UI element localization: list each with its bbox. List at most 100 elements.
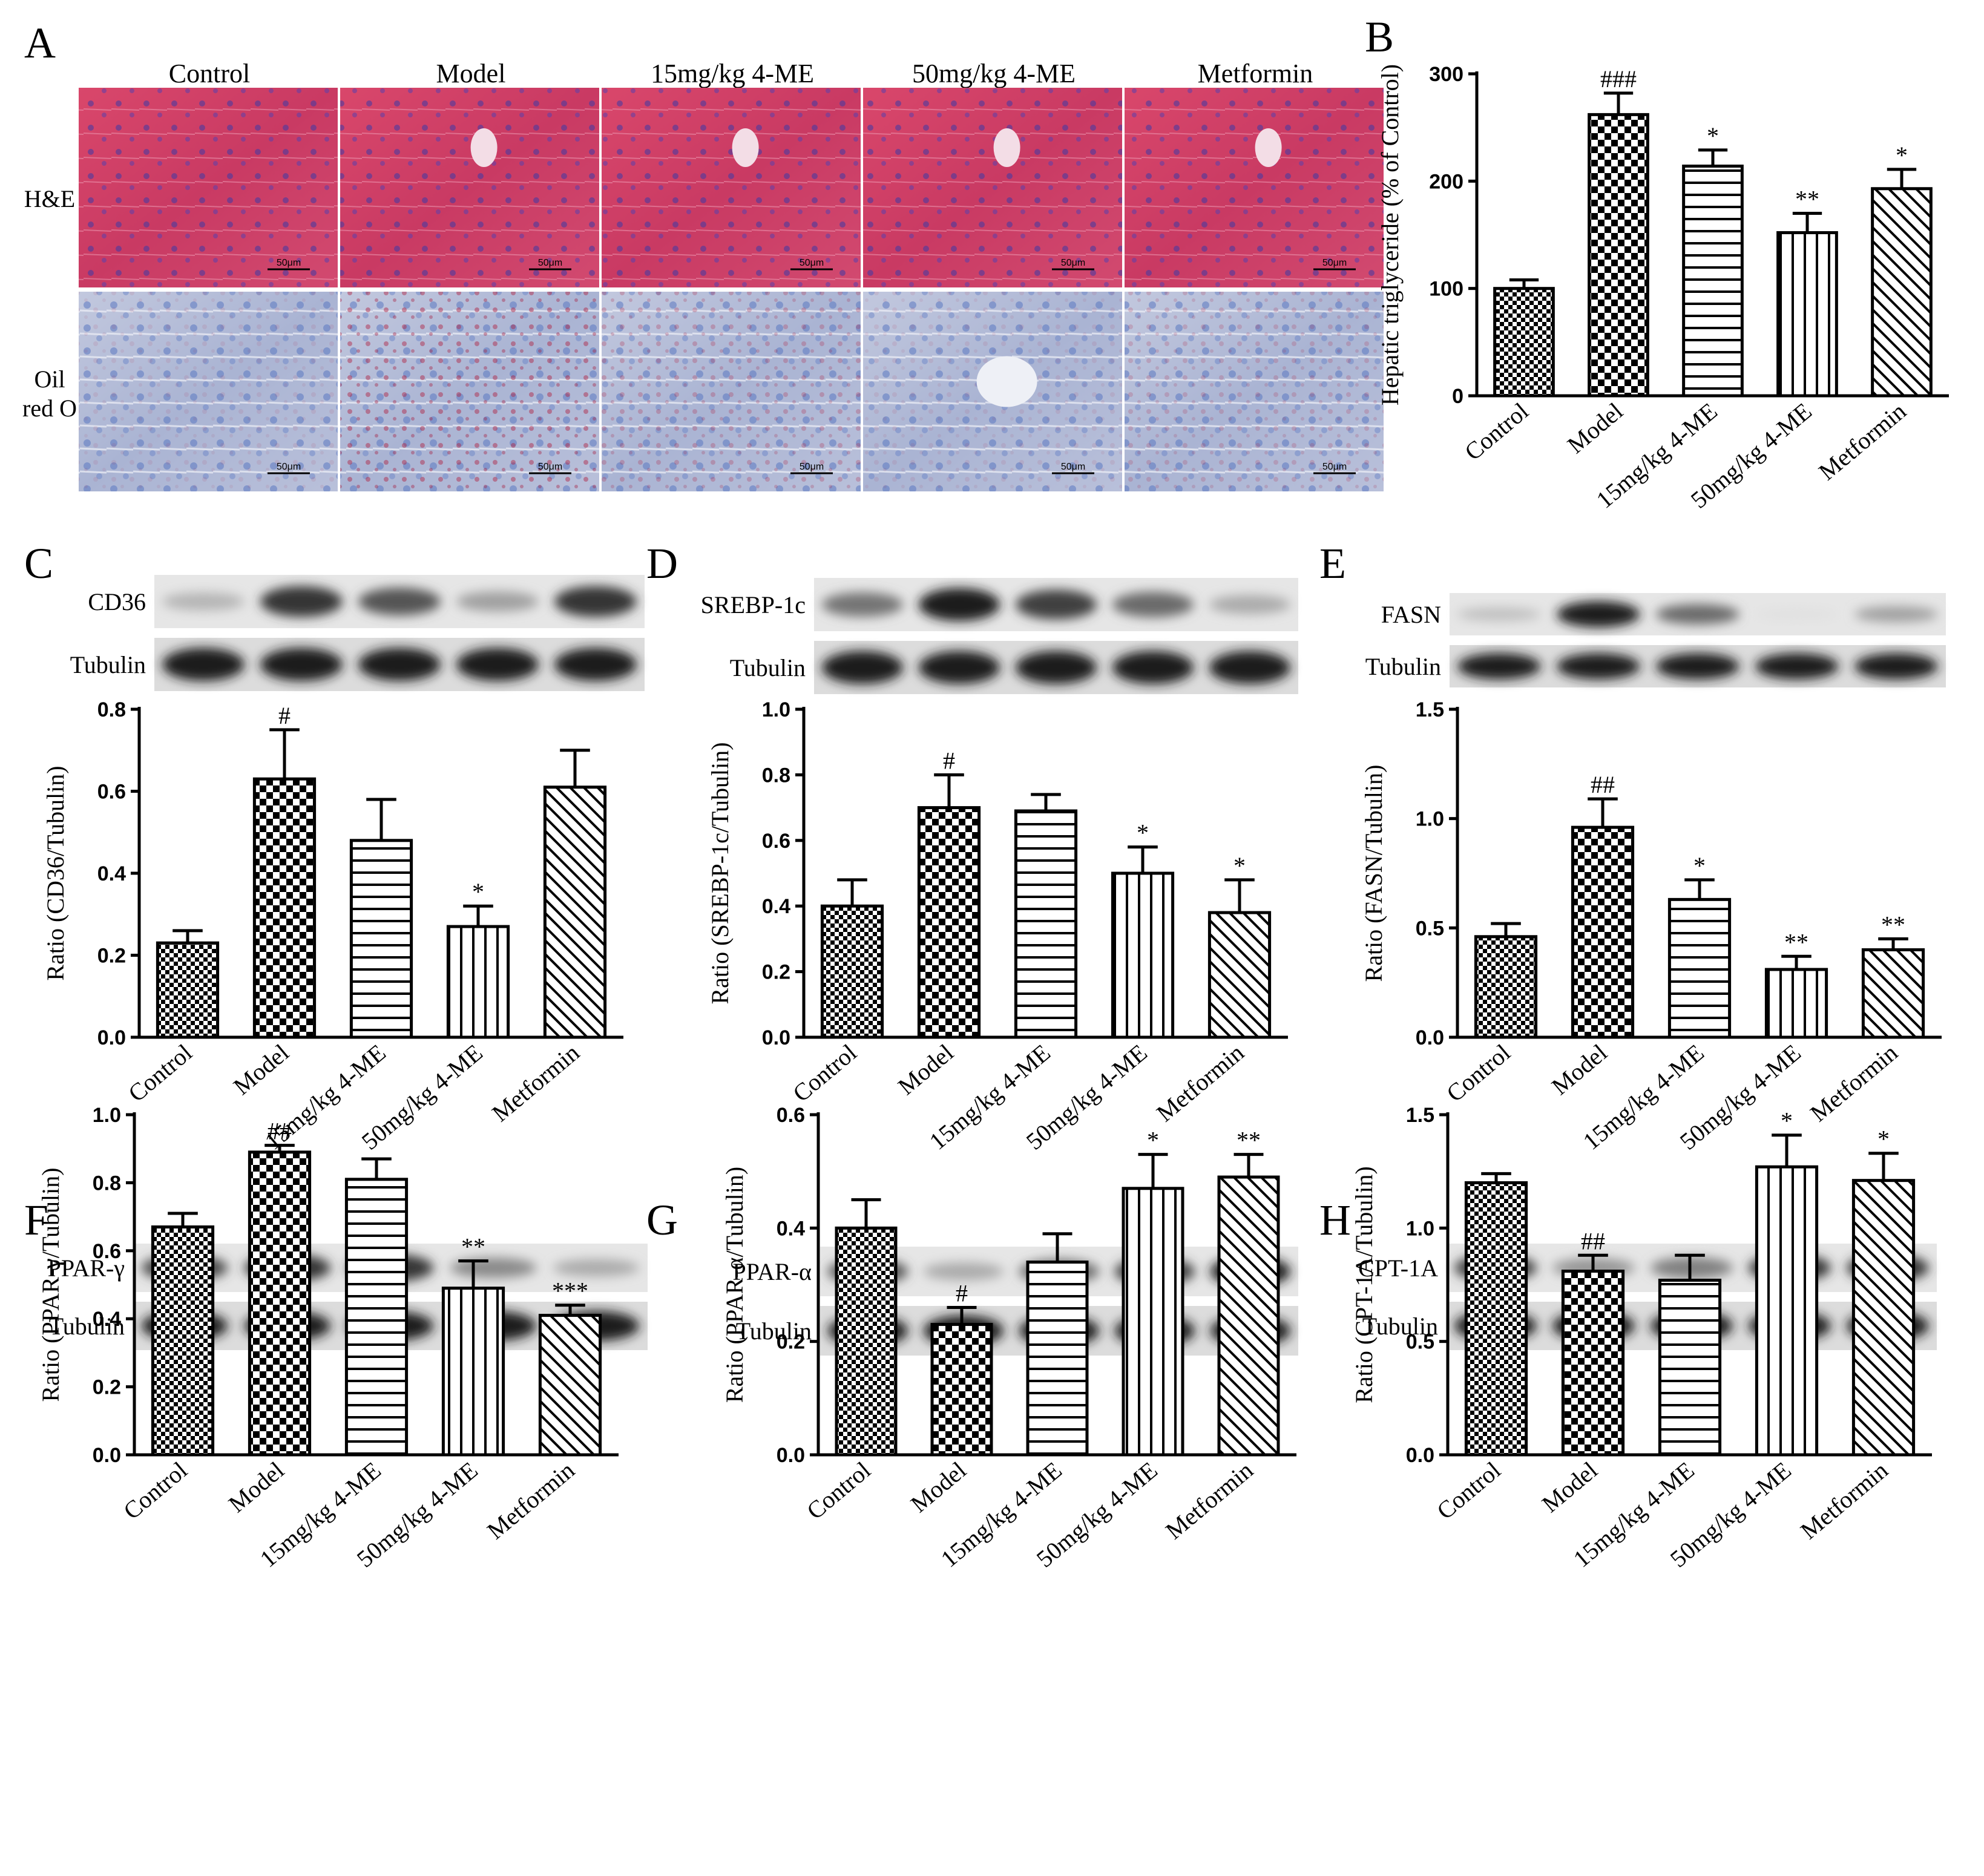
scale-bar-label: 50μm [800,462,824,472]
histology-column-label: Control [169,59,250,88]
bar-model [1588,113,1649,398]
he-micrograph: 50μm [1125,88,1384,287]
y-tick-label: 300 [1429,63,1463,86]
significance-marker: ## [1591,771,1615,798]
oil-red-o-micrograph: 50μm [79,292,338,491]
bar-50mg-kg-4-me [446,925,510,1039]
blot-band [260,586,343,617]
blot-band [918,651,1000,684]
y-axis-label: Ratio (PPAR-α/Tubulin) [721,1167,748,1403]
blot-band [821,592,904,617]
bar-50mg-kg-4-me [1776,231,1838,398]
bar-control [1474,935,1538,1039]
y-axis-label: Hepatic triglyceride (% of Control) [1376,64,1404,405]
significance-marker: ** [1795,186,1819,213]
y-tick-label: 1.0 [1406,1217,1434,1240]
significance-marker: ** [1784,928,1808,956]
x-tick-label: Metformin [1805,1038,1903,1127]
blot-target-label: CPT-1A [1358,1254,1438,1282]
y-tick-label: 0.6 [762,830,790,853]
significance-marker: *** [552,1277,588,1305]
significance-marker: * [1147,1127,1159,1154]
x-tick-label: Metformin [1151,1038,1249,1127]
bar-15mg-kg-4-me [1682,165,1744,398]
x-tick-label: Model [1537,1456,1603,1518]
y-tick-label: 0.5 [1416,917,1444,940]
blot-target-label: PPAR-α [732,1258,812,1285]
he-micrograph: 50μm [340,88,599,287]
blot-band [821,651,904,684]
he-micrograph: 50μm [863,88,1122,287]
significance-marker: * [1707,122,1719,149]
x-tick-label: Model [893,1038,959,1100]
bar-metformin [1207,911,1272,1039]
panel-d: D SREBP-1c Tubulin 0.0 0.2 0.4 0.6 0.8 1.0 Ratio … [646,539,1298,1155]
blot-band [1755,608,1839,620]
significance-marker: ## [268,1118,292,1145]
y-tick-label: 1.0 [762,698,790,721]
x-tick-label: Metformin [1160,1456,1258,1544]
scale-bar-label: 50μm [538,462,562,472]
bar-metformin [1217,1175,1280,1457]
bar-model [252,777,317,1039]
y-tick-label: 0.5 [1406,1331,1434,1354]
panel-e: E FASN Tubulin 0.0 0.5 1.0 1.5 Ratio (FASN/Tubu… [1319,539,1946,1155]
blot-band [358,648,441,681]
blot-band [358,588,441,615]
y-tick-label: 0.4 [93,1308,121,1331]
bar-metformin [538,1314,602,1457]
x-tick-label: Control [1431,1456,1506,1524]
western-blot: CD36 Tubulin [70,575,645,691]
y-tick-label: 0.4 [762,895,790,918]
y-tick-label: 1.0 [93,1104,121,1127]
blot-loading-label: Tubulin [49,1313,125,1340]
western-blot: CPT-1A Tubulin [1358,1244,1937,1350]
bar-model [917,806,981,1039]
blot-band [553,1259,640,1277]
significance-marker: # [278,702,291,729]
x-tick-label: Model [905,1456,971,1518]
y-tick-label: 1.5 [1416,698,1444,721]
y-tick-label: 0.8 [762,764,790,787]
bar-control [820,904,884,1039]
blot-band [1557,601,1640,628]
blot-band [1557,653,1640,680]
significance-marker: ## [1581,1227,1605,1254]
y-tick-label: 0.2 [97,945,126,968]
blot-band [1650,1257,1733,1279]
blot-band [450,1258,537,1278]
he-micrograph: 50μm [79,88,338,287]
blot-band [1112,591,1194,618]
bar-control [151,1225,215,1457]
x-tick-label: Control [118,1456,192,1524]
panel-letter-c: C [24,539,53,588]
panel-b: B 0 100 200 300 Hepatic triglyceride (% of Co… [1365,13,1949,514]
bar-15mg-kg-4-me [1026,1261,1089,1457]
histology-column-label: Metformin [1198,59,1313,88]
x-tick-label: Control [787,1038,862,1107]
panel-g: G PPAR-α Tubulin 0.0 0.2 0.4 0.6 Ratio (PPAR-α/… [646,1104,1298,1573]
bar-metformin [1861,948,1925,1039]
x-tick-label: Control [1459,397,1534,465]
blot-loading-label: Tubulin [1362,1313,1438,1340]
x-tick-label: Metformin [482,1456,580,1544]
significance-marker: * [1137,819,1149,847]
blot-band [918,588,1000,622]
blot-band [162,592,245,611]
significance-marker: * [1233,852,1246,879]
y-tick-label: 0.0 [762,1026,790,1049]
bar-control [1464,1181,1528,1457]
x-tick-label: Control [123,1038,197,1107]
blot-target-label: CD36 [88,588,146,615]
bar-control [1493,287,1555,398]
y-tick-label: 0.4 [97,862,126,885]
blot-band [1656,604,1739,625]
blot-band [1457,607,1541,622]
scale-bar-label: 50μm [1322,258,1347,268]
x-tick-label: Model [223,1456,289,1518]
blot-band [1755,653,1839,680]
y-tick-label: 0.0 [93,1444,121,1467]
blot-loading-label: Tubulin [70,651,146,678]
y-tick-label: 1.0 [1416,808,1444,831]
